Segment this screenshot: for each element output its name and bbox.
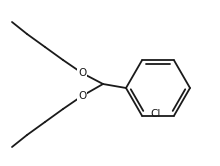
Text: O: O xyxy=(78,91,86,101)
Text: Cl: Cl xyxy=(150,109,160,119)
Text: O: O xyxy=(78,68,86,78)
